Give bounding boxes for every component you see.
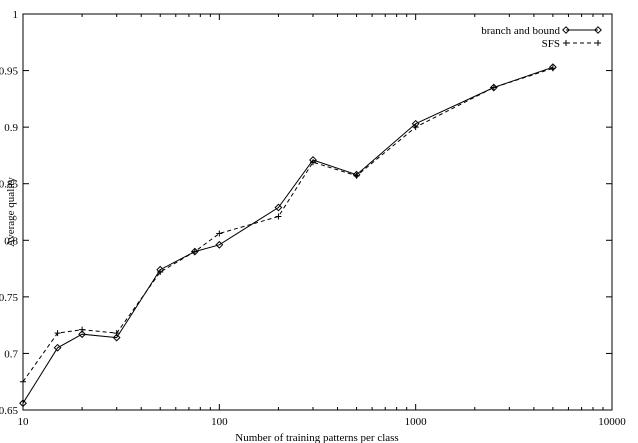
data-point-branch-and-bound — [190, 247, 199, 256]
data-point-sfs — [412, 124, 419, 131]
data-point-sfs — [549, 65, 556, 72]
y-tick-label: 0.85 — [0, 179, 19, 191]
series-line-sfs — [22, 67, 554, 382]
y-tick-label: 0.8 — [4, 235, 18, 247]
legend-marker-branch-and-bound — [594, 26, 602, 34]
data-point-branch-and-bound — [53, 343, 62, 352]
data-point-branch-and-bound — [215, 240, 224, 249]
data-point-sfs — [191, 248, 198, 255]
data-point-branch-and-bound — [19, 399, 27, 408]
series-branch-and-bound — [19, 63, 557, 408]
data-point-sfs — [20, 378, 26, 385]
data-point-sfs — [79, 326, 86, 333]
legend-marker-sfs — [563, 40, 569, 46]
legend-marker-sfs — [595, 40, 601, 46]
data-point-sfs — [157, 268, 164, 275]
y-axis-title: Average quality — [5, 177, 17, 247]
series-layer — [19, 63, 557, 408]
y-axis-ticks: 0.65 0.7 0.75 0.8 0.85 0.9 0.95 1 — [0, 9, 612, 417]
data-point-sfs — [275, 213, 282, 220]
data-point-branch-and-bound — [274, 203, 283, 212]
y-tick-label: 0.75 — [0, 292, 19, 304]
y-tick-label: 0.7 — [4, 348, 18, 360]
data-point-sfs — [310, 159, 317, 166]
data-point-sfs — [490, 84, 497, 91]
series-line-branch-and-bound — [22, 66, 554, 404]
x-tick-label: 100 — [211, 416, 228, 428]
x-tick-label: 10000 — [598, 416, 626, 428]
legend-label-sfs: SFS — [542, 38, 560, 50]
legend-marker-branch-and-bound — [562, 26, 570, 34]
data-point-sfs — [216, 230, 223, 237]
x-tick-label: 1000 — [405, 416, 428, 428]
data-point-branch-and-bound — [78, 330, 87, 339]
data-point-sfs — [113, 330, 120, 337]
y-tick-label: 1 — [13, 9, 19, 21]
y-tick-label: 0.9 — [4, 122, 18, 134]
x-axis-title: Number of training patterns per class — [235, 432, 398, 443]
data-point-sfs — [54, 330, 61, 337]
data-point-branch-and-bound — [112, 333, 121, 342]
legend-label-branch-and-bound: branch and bound — [481, 25, 560, 37]
x-tick-label: 10 — [18, 416, 30, 428]
y-tick-label: 0.65 — [0, 405, 19, 417]
series-sfs — [20, 65, 556, 385]
y-tick-label: 0.95 — [0, 66, 19, 78]
legend: branch and bound SFS — [481, 25, 602, 50]
x-axis-ticks: 10 100 1000 10000 — [18, 14, 626, 428]
plot-frame — [22, 13, 613, 411]
data-point-sfs — [353, 172, 360, 179]
